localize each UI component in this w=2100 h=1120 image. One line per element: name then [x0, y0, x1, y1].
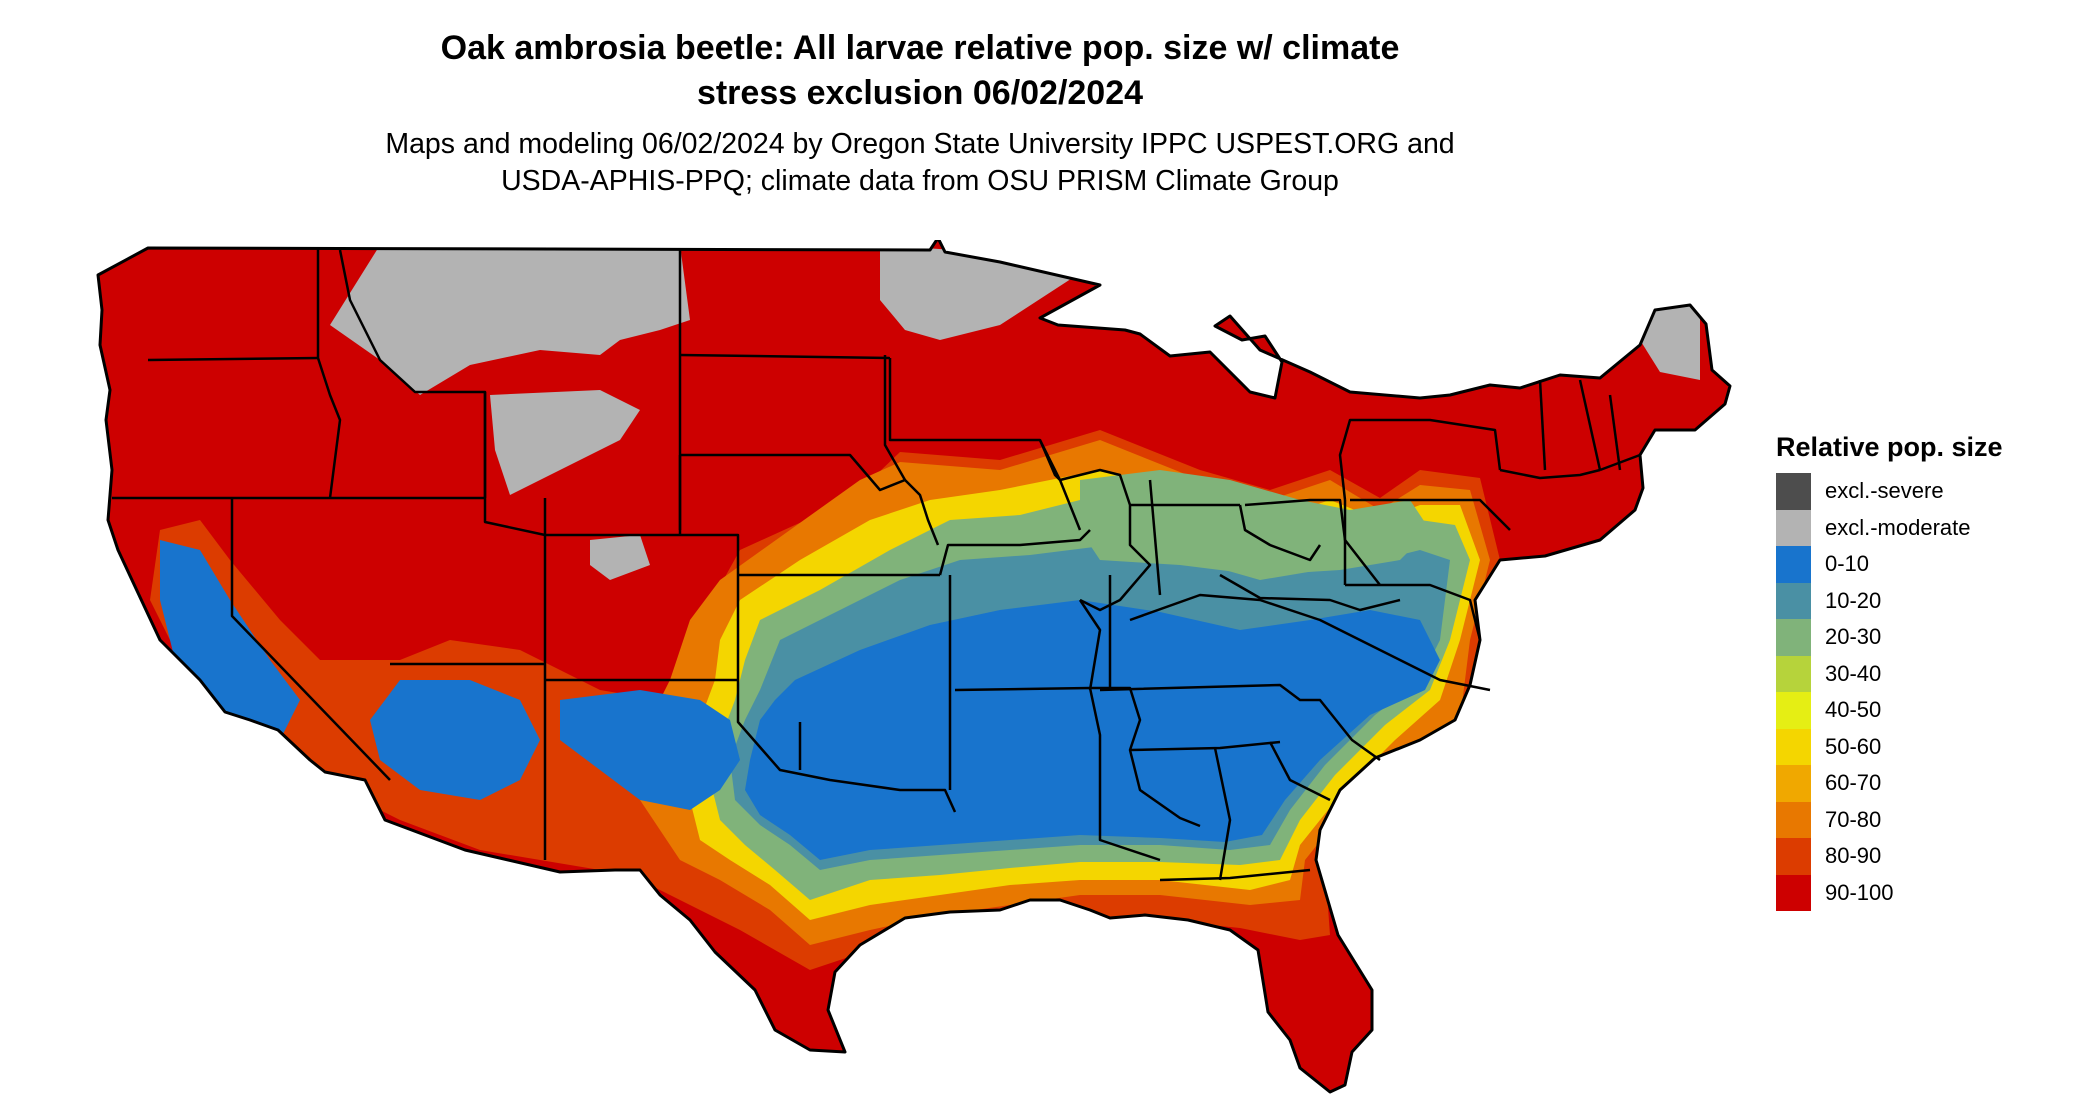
- legend-label: 70-80: [1825, 806, 1882, 832]
- legend-swatch: [1776, 801, 1811, 838]
- legend-label: 20-30: [1825, 624, 1882, 650]
- legend-label: 50-60: [1825, 733, 1882, 759]
- legend-label: 10-20: [1825, 587, 1882, 613]
- legend-swatch: [1776, 619, 1811, 656]
- legend-label: 0-10: [1825, 551, 1870, 577]
- map-subtitle: Maps and modeling 06/02/2024 by Oregon S…: [0, 126, 1840, 200]
- legend-swatch: [1776, 509, 1811, 546]
- legend-item-70-80: 70-80: [1776, 801, 2003, 838]
- legend-swatch: [1776, 765, 1811, 802]
- conus-population-map: [96, 240, 1732, 1094]
- legend-label: excl.-severe: [1825, 478, 1944, 504]
- legend-label: 60-70: [1825, 770, 1882, 796]
- us-outline: [96, 240, 1732, 1094]
- map-subtitle-line-1: Maps and modeling 06/02/2024 by Oregon S…: [385, 128, 1455, 160]
- legend-swatch: [1776, 473, 1811, 510]
- legend-label: 30-40: [1825, 660, 1882, 686]
- legend-item-20-30: 20-30: [1776, 619, 2003, 656]
- legend-swatch: [1776, 546, 1811, 583]
- map-title: Oak ambrosia beetle: All larvae relative…: [0, 26, 1840, 116]
- legend-swatch: [1776, 655, 1811, 692]
- legend-item-0-10: 0-10: [1776, 546, 2003, 583]
- legend-item-excl-moderate: excl.-moderate: [1776, 509, 2003, 546]
- legend-title: Relative pop. size: [1776, 432, 2003, 462]
- legend-swatch: [1776, 874, 1811, 911]
- legend-label: 80-90: [1825, 843, 1882, 869]
- map-title-line-1: Oak ambrosia beetle: All larvae relative…: [440, 29, 1400, 67]
- legend-items: excl.-severe excl.-moderate 0-10 10-20 2…: [1776, 473, 2003, 911]
- legend-label: excl.-moderate: [1825, 514, 1971, 540]
- legend-item-10-20: 10-20: [1776, 582, 2003, 619]
- zone-0-10-southeast: [745, 600, 1440, 860]
- zone-excl-moderate-maine: [1640, 300, 1700, 380]
- map-legend: Relative pop. size excl.-severe excl.-mo…: [1776, 432, 2003, 911]
- map-subtitle-line-2: USDA-APHIS-PPQ; climate data from OSU PR…: [501, 165, 1339, 197]
- zone-0-10-new-mexico: [560, 690, 740, 810]
- zone-0-10-arizona: [370, 680, 540, 800]
- state-borders: [112, 248, 1641, 882]
- zone-excl-moderate-northern-plains: [330, 245, 690, 395]
- legend-swatch: [1776, 692, 1811, 729]
- legend-swatch: [1776, 728, 1811, 765]
- legend-label: 40-50: [1825, 697, 1882, 723]
- legend-item-50-60: 50-60: [1776, 728, 2003, 765]
- zone-excl-moderate-wyoming: [490, 390, 640, 495]
- population-raster: [98, 240, 1730, 1092]
- map-title-line-2: stress exclusion 06/02/2024: [696, 74, 1144, 112]
- zone-excl-moderate-colorado: [590, 535, 650, 580]
- zone-20-30-ohio-valley: [1080, 470, 1430, 575]
- legend-item-90-100: 90-100: [1776, 874, 2003, 911]
- legend-item-excl-severe: excl.-severe: [1776, 473, 2003, 510]
- legend-label: 90-100: [1825, 879, 1894, 905]
- legend-swatch: [1776, 838, 1811, 875]
- legend-item-60-70: 60-70: [1776, 765, 2003, 802]
- legend-item-80-90: 80-90: [1776, 838, 2003, 875]
- legend-item-40-50: 40-50: [1776, 692, 2003, 729]
- legend-item-30-40: 30-40: [1776, 655, 2003, 692]
- legend-swatch: [1776, 582, 1811, 619]
